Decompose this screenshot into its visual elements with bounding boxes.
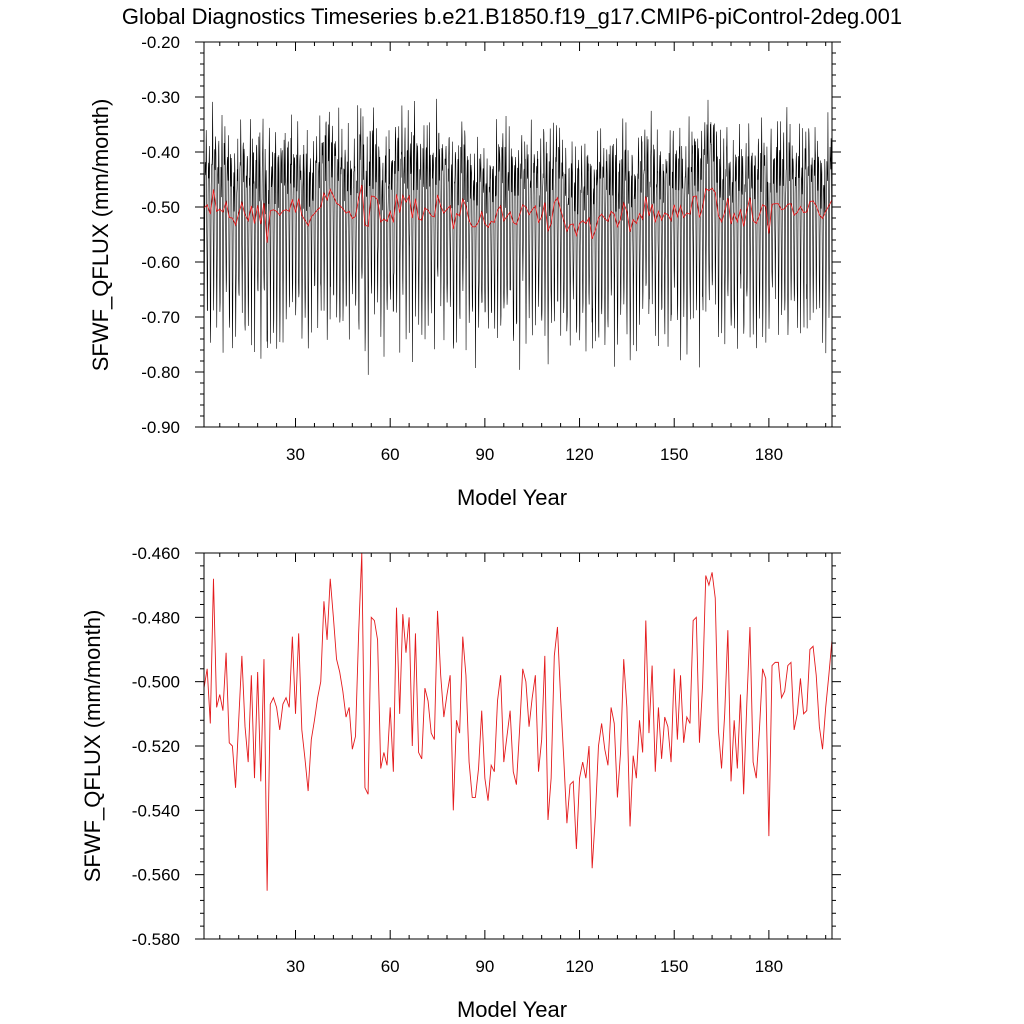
x-tick-label: 60 — [381, 957, 400, 976]
y-tick-label: -0.540 — [132, 801, 180, 820]
x-tick-label: 90 — [475, 445, 494, 464]
y-tick-label: -0.500 — [132, 673, 180, 692]
top-y-axis-label: SFWF_QFLUX (mm/month) — [88, 99, 113, 372]
y-tick-label: -0.560 — [132, 866, 180, 885]
x-tick-label: 120 — [565, 445, 593, 464]
y-tick-label: -0.80 — [141, 363, 180, 382]
x-tick-label: 180 — [755, 957, 783, 976]
bottom-panel: 30 60 90 120 150 180 -0.460 -0.480 -0.500 -0.520 -… — [80, 544, 841, 1022]
plot-frame-0 — [203, 41, 833, 428]
bottom-x-axis-label: Model Year — [457, 997, 567, 1022]
y-tick-label: -0.460 — [132, 544, 180, 563]
y-tick-label: -0.50 — [141, 198, 180, 217]
bottom-y-axis-label: SFWF_QFLUX (mm/month) — [80, 610, 105, 883]
x-tick-label: 150 — [660, 957, 688, 976]
top-x-axis-label: Model Year — [457, 485, 567, 510]
series-monthly-line-0 — [204, 98, 832, 375]
figure-title: Global Diagnostics Timeseries b.e21.B185… — [122, 4, 902, 29]
x-tick-label: 90 — [475, 957, 494, 976]
x-tick-label: 30 — [286, 445, 305, 464]
y-tick-label: -0.40 — [141, 143, 180, 162]
top-panel: 30 60 90 120 150 180 -0.20 -0.30 -0.40 -0.50 -0.60… — [88, 33, 841, 510]
y-tick-label: -0.580 — [132, 930, 180, 949]
y-tick-label: -0.520 — [132, 737, 180, 756]
x-tick-label: 150 — [660, 445, 688, 464]
x-tick-label: 120 — [565, 957, 593, 976]
y-tick-label: -0.90 — [141, 418, 180, 437]
y-tick-label: -0.70 — [141, 308, 180, 327]
y-tick-label: -0.480 — [132, 608, 180, 627]
y-tick-label: -0.30 — [141, 88, 180, 107]
x-tick-label: 60 — [381, 445, 400, 464]
y-tick-label: -0.60 — [141, 253, 180, 272]
y-tick-label: -0.20 — [141, 33, 180, 52]
x-tick-label: 30 — [286, 957, 305, 976]
plot-frame-1 — [203, 552, 833, 940]
series-annual-line-0 — [204, 184, 832, 243]
series-annual-line-1 — [204, 553, 832, 891]
x-tick-label: 180 — [755, 445, 783, 464]
